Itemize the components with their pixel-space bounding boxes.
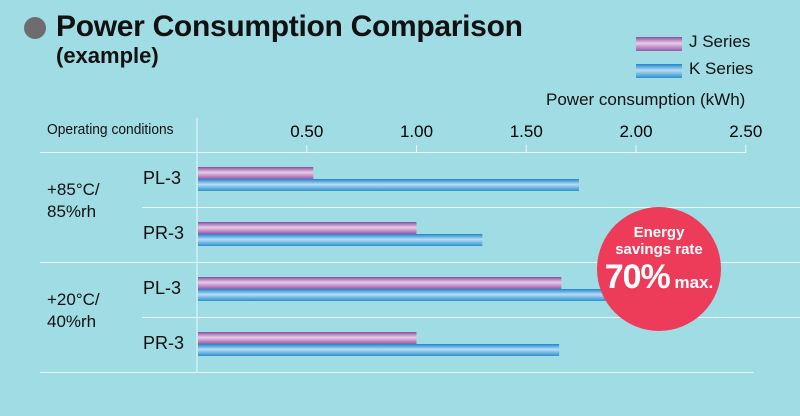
bar-j-series-0 — [198, 167, 314, 179]
badge-value-line: 70% max. — [597, 258, 721, 297]
category-label: PL-3 — [143, 278, 182, 298]
bar-j-series-2 — [198, 277, 562, 289]
bar-j-series-3 — [198, 332, 417, 344]
badge-value: 70% — [604, 258, 671, 296]
energy-savings-badge: Energy savings rate 70% max. — [597, 207, 721, 331]
badge-line1: Energy — [633, 224, 685, 241]
category-label: PL-3 — [143, 168, 182, 188]
title-bullet-icon — [24, 17, 46, 39]
bar-j-series-1 — [198, 222, 417, 234]
group-label-line1: +85°C/ — [47, 179, 100, 199]
bar-k-series-0 — [198, 179, 579, 191]
category-label: PR-3 — [143, 223, 185, 243]
chart-subtitle: (example) — [56, 43, 159, 68]
group-label: +85°C/85%rh — [47, 179, 100, 223]
group-label-line1: +20°C/ — [47, 289, 100, 309]
legend-swatch-k-series — [636, 64, 682, 78]
group-label: +20°C/40%rh — [47, 289, 100, 333]
group-label-line2: 85%rh — [47, 201, 97, 221]
x-tick-label: 1.00 — [400, 122, 433, 141]
x-tick-label: 2.50 — [729, 122, 762, 141]
legend-label-k-series: K Series — [689, 59, 754, 78]
x-tick-label: 2.00 — [619, 122, 652, 141]
legend-swatch-j-series — [636, 37, 682, 51]
x-tick-label: 1.50 — [510, 122, 543, 141]
x-axis-label: Power consumption (kWh) — [546, 90, 746, 109]
bar-k-series-2 — [198, 289, 707, 301]
badge-line2: savings rate — [615, 241, 703, 258]
category-label: PR-3 — [143, 333, 185, 353]
group-label-line2: 40%rh — [47, 311, 97, 331]
y-axis-label: Operating conditions — [47, 121, 174, 138]
bar-k-series-1 — [198, 234, 483, 246]
x-tick-label: 0.50 — [290, 122, 323, 141]
badge-suffix: max. — [674, 273, 714, 292]
legend-label-j-series: J Series — [689, 32, 751, 51]
bar-k-series-3 — [198, 344, 560, 356]
chart-title: Power Consumption Comparison — [56, 10, 523, 43]
